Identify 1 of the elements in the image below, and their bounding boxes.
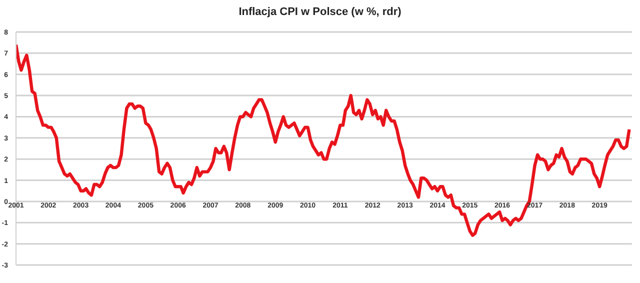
chart-title: Inflacja CPI w Polsce (w %, rdr)	[238, 6, 402, 18]
